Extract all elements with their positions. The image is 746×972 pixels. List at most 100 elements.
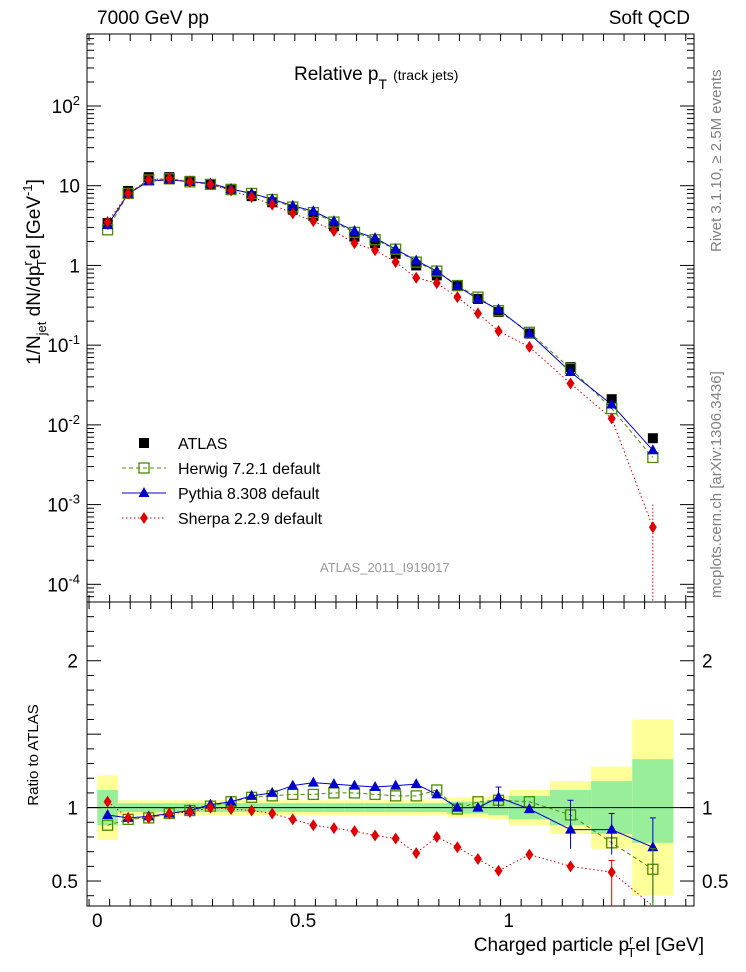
data-point-diamond (494, 864, 503, 877)
data-point-diamond (648, 521, 657, 534)
legend-item: Sherpa 2.2.9 default (122, 511, 323, 528)
data-point-triangle (369, 232, 381, 243)
data-point-diamond (350, 237, 359, 250)
x-tick-label: 0 (92, 911, 103, 932)
data-point-diamond (525, 340, 534, 353)
data-point-triangle (523, 803, 535, 814)
data-point-triangle (493, 303, 505, 314)
series-line (107, 178, 654, 458)
data-point-diamond (432, 277, 441, 290)
data-point-diamond (140, 512, 148, 524)
uncertainty-bands (87, 719, 694, 896)
data-point-triangle (287, 199, 299, 210)
data-point-diamond (185, 175, 194, 188)
header-process-label: 7000 GeV pp (97, 8, 209, 29)
data-point-triangle (390, 779, 402, 790)
axis-tick-labels: 0 0.5 1 10-4 10-3 10-2 10-1 1 10 102 0.5 0.5 1 1 2 2 (47, 93, 728, 932)
data-point-diamond (371, 829, 380, 842)
ratio-y-tick-label-right: 0.5 (702, 872, 728, 893)
data-point-triangle (523, 327, 535, 338)
x-tick-label: 1 (504, 911, 515, 932)
ratio-y-tick-label-right: 2 (702, 652, 713, 673)
data-point-triangle (225, 795, 237, 806)
data-point-triangle (565, 366, 577, 377)
data-point-diamond (247, 804, 256, 817)
data-point-triangle (606, 398, 618, 409)
data-point-diamond (103, 795, 112, 808)
data-point-triangle (266, 786, 278, 797)
data-point-square (647, 433, 658, 444)
data-point-triangle (431, 788, 443, 799)
data-point-diamond (329, 822, 338, 835)
data-point-diamond (206, 801, 215, 814)
data-point-triangle (647, 444, 659, 455)
markers-herwig (101, 173, 659, 464)
ratio-y-tick-label: 1 (67, 799, 78, 820)
data-point-open-square (101, 819, 114, 831)
data-point-diamond (566, 377, 575, 390)
data-point-triangle (390, 243, 402, 254)
series-pythia (107, 179, 654, 451)
data-point-triangle (348, 225, 360, 236)
data-point-diamond (412, 271, 421, 284)
data-point-diamond (453, 841, 462, 854)
series-herwig (107, 178, 654, 458)
data-point-diamond (124, 811, 133, 824)
data-point-diamond (329, 225, 338, 238)
data-point-triangle (431, 265, 443, 276)
data-point-diamond (525, 848, 534, 861)
data-point-diamond (103, 216, 112, 229)
data-point-triangle (307, 205, 319, 216)
data-point-square (370, 238, 381, 249)
data-point-diamond (432, 830, 441, 843)
markers-pythia (102, 173, 659, 455)
legend-label: Pythia 8.308 default (178, 486, 320, 503)
legend-item: ATLAS (139, 436, 228, 453)
data-point-diamond (453, 291, 462, 304)
axis-ticks (87, 33, 694, 906)
data-point-diamond (227, 803, 236, 816)
data-point-triangle (328, 778, 340, 789)
data-point-diamond (371, 244, 380, 257)
data-point-diamond (144, 173, 153, 186)
data-point-diamond (494, 325, 503, 338)
data-point-square (411, 260, 422, 271)
markers-sherpa (103, 172, 657, 534)
data-point-diamond (227, 184, 236, 197)
data-point-triangle (472, 801, 484, 812)
data-series (101, 172, 659, 907)
data-point-diamond (473, 853, 482, 866)
y-tick-label: 10-2 (47, 412, 80, 437)
data-point-diamond (165, 807, 174, 820)
plot-frames (86, 33, 695, 907)
data-point-triangle (410, 778, 422, 789)
y-tick-label: 102 (52, 93, 80, 118)
data-point-triangle (472, 292, 484, 303)
data-point-square (431, 270, 442, 281)
data-point-diamond (268, 198, 277, 211)
header-category-label: Soft QCD (608, 8, 690, 29)
y-axis-label-main: 1/Njet dN/dprTel [GeV-1] (20, 179, 49, 365)
data-point-diamond (288, 207, 297, 220)
data-point-diamond (247, 191, 256, 204)
data-point-diamond (124, 187, 133, 200)
data-point-triangle (328, 215, 340, 226)
data-point-triangle (246, 789, 258, 800)
series-line (107, 179, 654, 451)
y-tick-label: 10 (59, 177, 80, 198)
data-point-diamond (144, 811, 153, 824)
data-point-triangle (102, 808, 114, 819)
data-point-triangle (410, 254, 422, 265)
svg-text:1/Njet dN/dprTel [GeV-1]: 1/Njet dN/dprTel [GeV-1] (20, 179, 49, 365)
data-point-diamond (309, 215, 318, 228)
data-point-diamond (288, 813, 297, 826)
data-point-diamond (206, 178, 215, 191)
data-point-triangle (307, 776, 319, 787)
data-point-triangle (138, 487, 150, 497)
ratio-plot-frame (86, 601, 695, 907)
data-point-diamond (607, 412, 616, 425)
data-point-open-square (307, 788, 319, 801)
x-axis-label: Charged particle pr Tel [GeV] (474, 932, 704, 960)
data-point-triangle (266, 193, 278, 204)
